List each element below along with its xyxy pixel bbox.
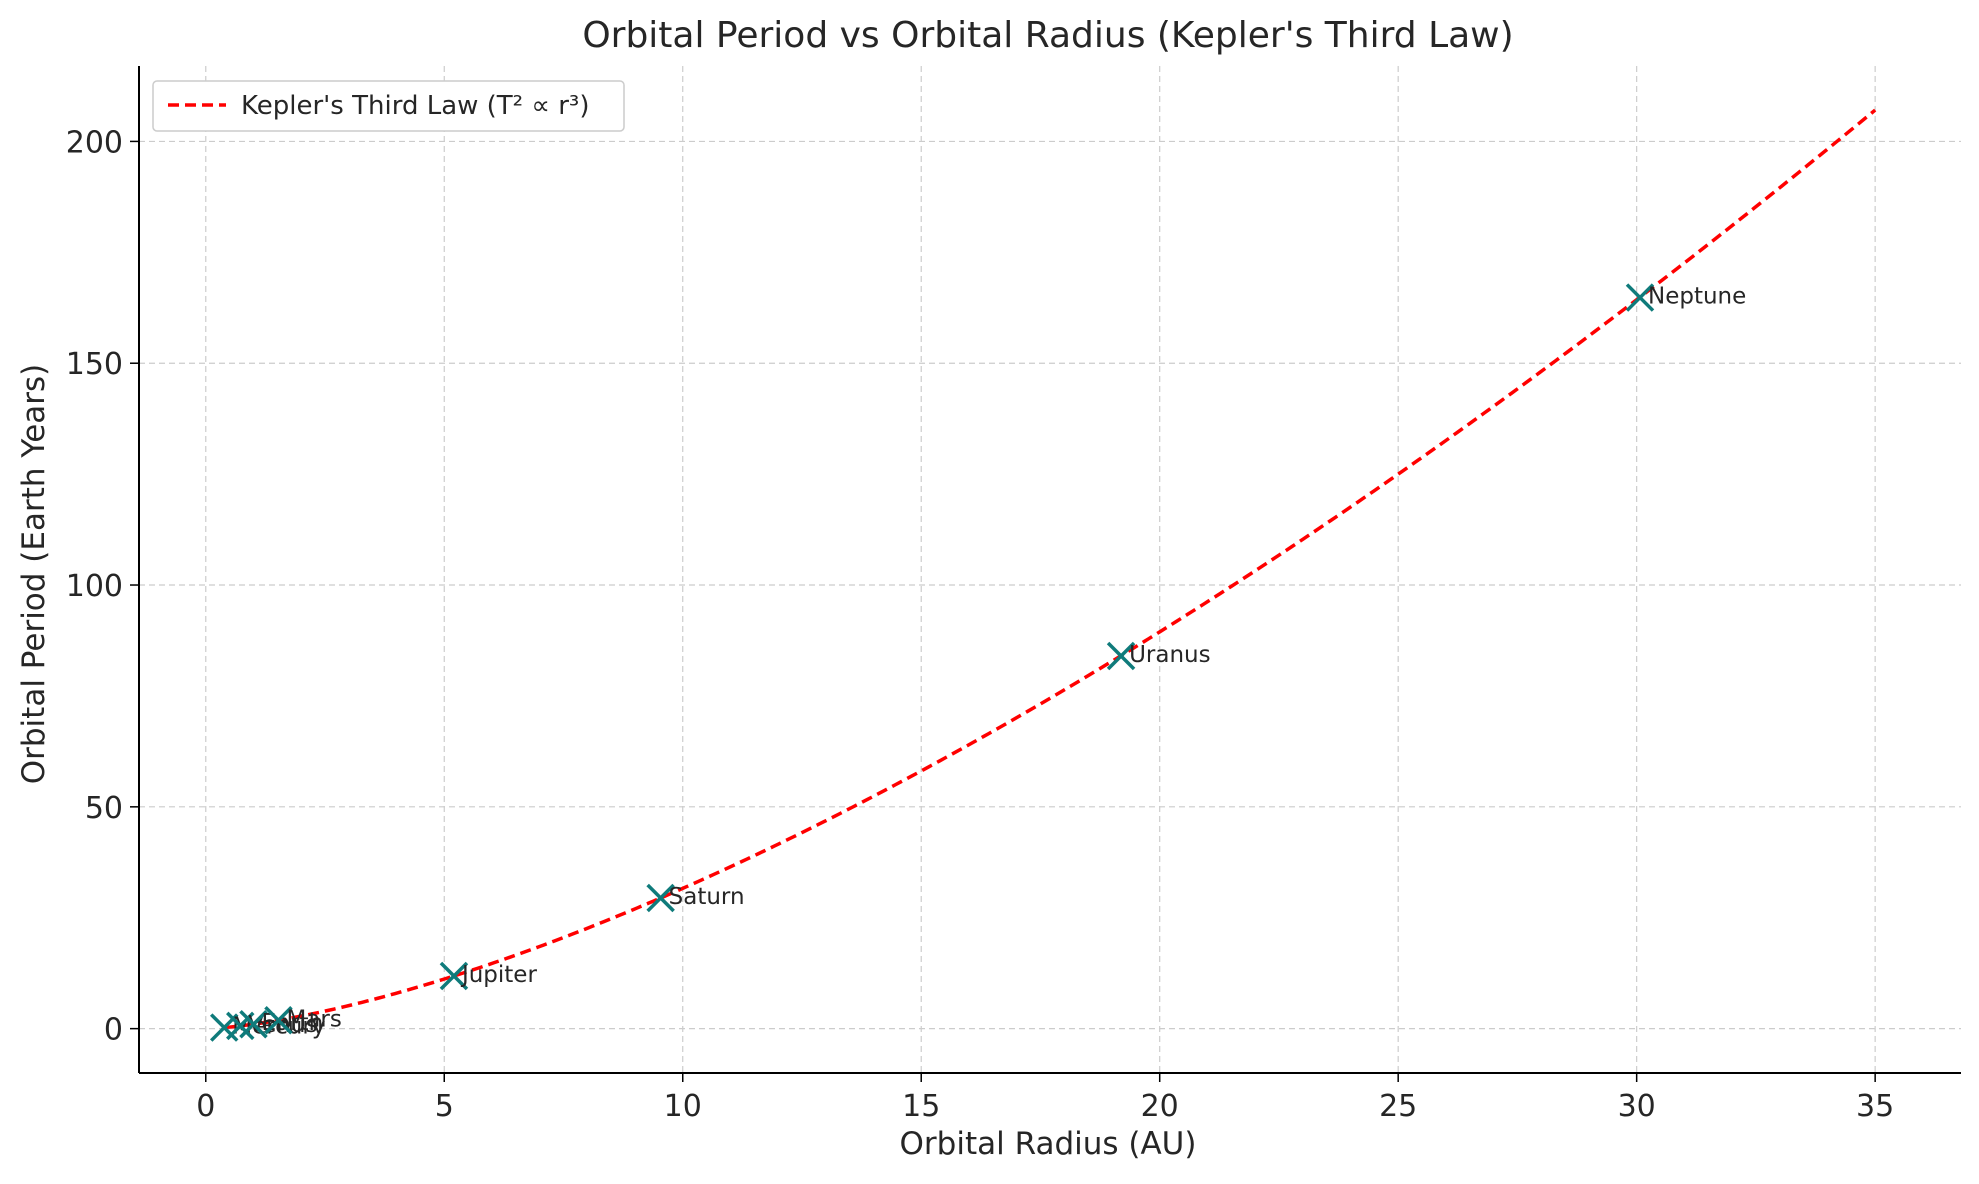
marker-stroke [439, 961, 469, 991]
marker-stroke [1625, 283, 1655, 312]
marker-stroke [239, 1009, 268, 1039]
legend-box [152, 80, 625, 132]
kepler-curve-layer [224, 108, 1877, 1030]
x-tick-label: 25 [1379, 1089, 1417, 1124]
x-tick-label: 10 [664, 1089, 702, 1124]
y-tick-label: 150 [66, 347, 123, 382]
axes [130, 66, 1961, 1082]
x-tick-label: 15 [902, 1089, 940, 1124]
y-tick-label: 0 [104, 1013, 123, 1048]
data-points-layer: MercuryVenusEarthMarsJupiterSaturnUranus… [209, 283, 1746, 1042]
planet-marker-earth [239, 1009, 268, 1039]
y-axis-label: Orbital Period (Earth Years) [16, 364, 52, 785]
legend-label: Kepler's Third Law (T² ∝ r³) [241, 91, 589, 121]
planet-label-neptune: Neptune [1648, 284, 1746, 310]
legend: Kepler's Third Law (T² ∝ r³) [152, 80, 625, 132]
y-tick-label: 50 [85, 791, 123, 826]
x-tick-label: 20 [1141, 1089, 1179, 1124]
x-tick-label: 5 [435, 1089, 454, 1124]
x-tick-label: 35 [1856, 1089, 1894, 1124]
marker-stroke [1106, 641, 1136, 671]
planet-label-mars: Mars [286, 1006, 341, 1032]
x-tick-label: 0 [196, 1089, 215, 1124]
y-tick-label: 100 [66, 569, 123, 604]
planet-marker-saturn [646, 883, 675, 913]
planet-label-jupiter: Jupiter [460, 962, 538, 988]
y-tick-label: 200 [66, 125, 123, 160]
grid-lines [139, 66, 1961, 1073]
planet-marker-neptune [1625, 283, 1655, 312]
planet-marker-jupiter [439, 961, 469, 991]
tick-labels: 0 5 10 15 20 25 30 35 0 50 100 150 200 [66, 125, 1895, 1124]
planet-label-uranus: Uranus [1129, 642, 1211, 668]
marker-stroke [646, 883, 675, 913]
marker-stroke [264, 1006, 293, 1035]
x-axis-label: Orbital Radius (AU) [900, 1126, 1197, 1162]
chart-title: Orbital Period vs Orbital Radius (Kepler… [582, 15, 1513, 56]
kepler-curve-line [224, 108, 1877, 1030]
planet-label-saturn: Saturn [669, 884, 745, 910]
x-tick-label: 30 [1618, 1089, 1656, 1124]
planet-marker-uranus [1106, 641, 1136, 671]
planet-marker-mars [264, 1006, 293, 1035]
